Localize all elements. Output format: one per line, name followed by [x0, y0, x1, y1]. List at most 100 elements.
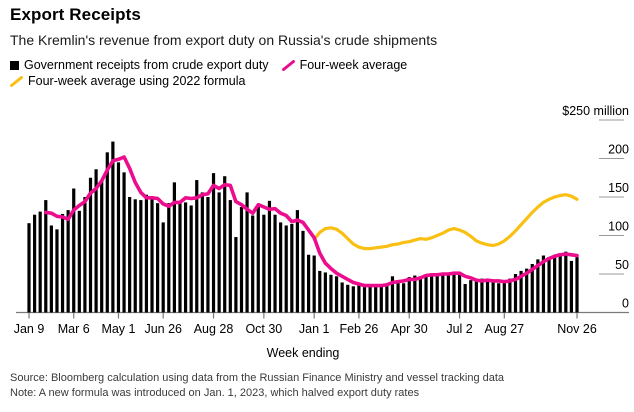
bar — [312, 255, 316, 313]
legend-label-four-week-avg: Four-week average — [299, 58, 408, 72]
x-tick-label: Jan 9 — [14, 322, 45, 336]
bar — [379, 285, 383, 313]
bar — [346, 284, 350, 313]
bar — [239, 207, 244, 313]
legend-row-1: Government receipts from crude export du… — [10, 57, 407, 73]
bar — [83, 197, 87, 313]
bar — [27, 223, 31, 313]
bar — [161, 222, 165, 313]
x-tick-label: May 1 — [101, 322, 135, 336]
line-swatch-icon — [10, 75, 23, 87]
bar — [217, 192, 221, 313]
bar — [485, 280, 490, 313]
bar — [100, 180, 104, 313]
chart-legend: Government receipts from crude export du… — [10, 57, 407, 89]
x-tick-label: Mar 6 — [58, 322, 90, 336]
legend-item-receipts: Government receipts from crude export du… — [10, 57, 269, 73]
bar — [502, 280, 506, 313]
bar — [357, 284, 361, 313]
bar — [385, 284, 389, 313]
bar — [172, 182, 176, 313]
x-tick-label: Aug 27 — [484, 322, 524, 336]
bar — [55, 229, 59, 313]
x-tick-label: Jun 26 — [144, 322, 182, 336]
bar — [525, 268, 529, 313]
bar — [569, 260, 574, 313]
bar — [396, 280, 400, 313]
bar — [133, 199, 137, 313]
bar — [128, 197, 132, 313]
bar — [553, 254, 557, 313]
bar — [200, 192, 204, 313]
y-tick-label: 150 — [608, 181, 629, 195]
bar — [77, 210, 81, 313]
source-note: Source: Bloomberg calculation using data… — [10, 371, 504, 400]
legend-row-2: Four-week average using 2022 formula — [10, 73, 407, 89]
x-tick-label: Jan 1 — [299, 322, 330, 336]
bar — [88, 177, 93, 313]
bar — [156, 203, 160, 313]
bar-swatch-shape — [10, 60, 19, 70]
bar — [122, 172, 126, 313]
bar — [139, 200, 143, 313]
bar — [508, 278, 512, 313]
bar — [178, 203, 182, 313]
bar — [474, 280, 478, 313]
y-tick-label: $250 million — [562, 104, 629, 118]
bar — [452, 273, 456, 313]
bar — [541, 255, 546, 313]
bar — [60, 213, 65, 313]
bar — [301, 230, 305, 313]
bar — [457, 274, 462, 313]
bar — [424, 274, 428, 313]
bar — [491, 282, 495, 313]
bar — [295, 210, 300, 313]
bar — [290, 223, 294, 313]
bar — [323, 272, 327, 313]
bar — [362, 287, 367, 313]
bar — [390, 276, 395, 313]
bar — [446, 272, 450, 313]
bar — [66, 210, 70, 313]
bar — [374, 284, 378, 313]
legend-item-four-week-avg: Four-week average — [281, 57, 408, 73]
bar — [38, 211, 42, 313]
bar — [497, 283, 501, 313]
bar — [441, 274, 445, 313]
bar — [189, 205, 193, 313]
bar — [223, 176, 227, 313]
bar — [329, 274, 333, 313]
x-tick-label: Nov 26 — [557, 322, 597, 336]
bar — [575, 257, 579, 313]
bar — [211, 173, 216, 313]
four-week-avg-line — [44, 155, 579, 288]
bar — [284, 225, 288, 313]
bar — [167, 203, 171, 313]
bar — [94, 169, 98, 313]
bar — [32, 214, 37, 313]
bar — [463, 284, 467, 313]
bar — [273, 214, 277, 313]
bar — [206, 197, 210, 313]
y-tick-label: 50 — [615, 258, 629, 272]
bar — [519, 270, 523, 313]
bar — [318, 270, 322, 313]
chart-title: Export Receipts — [10, 5, 141, 24]
bar — [228, 200, 232, 313]
x-tick-label: Apr 30 — [391, 322, 428, 336]
bar — [183, 202, 188, 313]
bar — [251, 215, 255, 313]
y-tick-label: 200 — [608, 143, 629, 157]
bar — [234, 237, 238, 313]
bar — [402, 283, 406, 313]
bar — [480, 278, 484, 313]
bar — [407, 277, 411, 313]
bar — [195, 180, 199, 313]
bar — [150, 196, 154, 313]
bar — [306, 254, 311, 313]
bar — [49, 225, 53, 313]
bar — [536, 259, 540, 313]
legend-label-2022-formula: Four-week average using 2022 formula — [28, 74, 246, 88]
bar — [435, 274, 439, 313]
